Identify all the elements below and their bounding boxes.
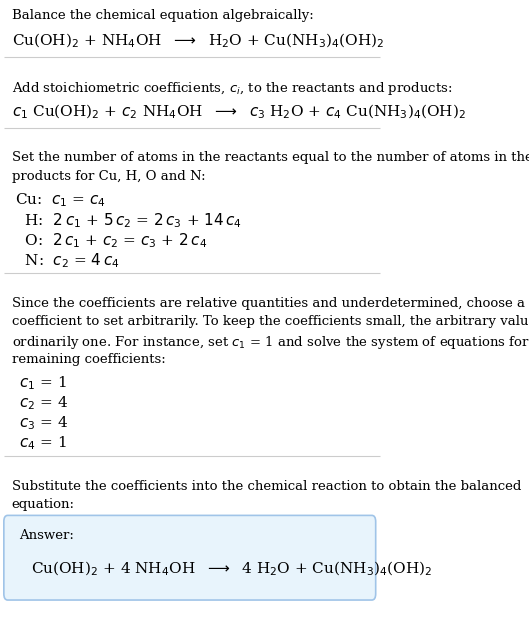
Text: $c_1$ Cu(OH)$_2$ + $c_2$ NH$_4$OH  $\longrightarrow$  $c_3$ H$_2$O + $c_4$ Cu(NH: $c_1$ Cu(OH)$_2$ + $c_2$ NH$_4$OH $\long… [12, 102, 466, 120]
Text: ordinarily one. For instance, set $c_1$ = 1 and solve the system of equations fo: ordinarily one. For instance, set $c_1$ … [12, 334, 529, 351]
Text: N:  $c_2$ = $4\,c_4$: N: $c_2$ = $4\,c_4$ [15, 251, 120, 270]
Text: Answer:: Answer: [19, 529, 74, 542]
Text: Substitute the coefficients into the chemical reaction to obtain the balanced: Substitute the coefficients into the che… [12, 480, 521, 493]
Text: coefficient to set arbitrarily. To keep the coefficients small, the arbitrary va: coefficient to set arbitrarily. To keep … [12, 315, 529, 329]
Text: $c_1$ = 1: $c_1$ = 1 [19, 374, 67, 392]
Text: Balance the chemical equation algebraically:: Balance the chemical equation algebraica… [12, 9, 313, 23]
Text: $c_2$ = 4: $c_2$ = 4 [19, 394, 68, 412]
Text: Since the coefficients are relative quantities and underdetermined, choose a: Since the coefficients are relative quan… [12, 297, 524, 310]
Text: Cu:  $c_1$ = $c_4$: Cu: $c_1$ = $c_4$ [15, 191, 106, 209]
FancyBboxPatch shape [4, 515, 376, 600]
Text: Set the number of atoms in the reactants equal to the number of atoms in the: Set the number of atoms in the reactants… [12, 151, 529, 164]
Text: Cu(OH)$_2$ + 4 NH$_4$OH  $\longrightarrow$  4 H$_2$O + Cu(NH$_3$)$_4$(OH)$_2$: Cu(OH)$_2$ + 4 NH$_4$OH $\longrightarrow… [31, 559, 432, 577]
Text: O:  $2\,c_1$ + $c_2$ = $c_3$ + $2\,c_4$: O: $2\,c_1$ + $c_2$ = $c_3$ + $2\,c_4$ [15, 231, 207, 250]
Text: $c_4$ = 1: $c_4$ = 1 [19, 435, 67, 452]
Text: Cu(OH)$_2$ + NH$_4$OH  $\longrightarrow$  H$_2$O + Cu(NH$_3$)$_4$(OH)$_2$: Cu(OH)$_2$ + NH$_4$OH $\longrightarrow$ … [12, 31, 384, 50]
Text: products for Cu, H, O and N:: products for Cu, H, O and N: [12, 170, 205, 183]
Text: remaining coefficients:: remaining coefficients: [12, 353, 165, 366]
Text: H:  $2\,c_1$ + $5\,c_2$ = $2\,c_3$ + $14\,c_4$: H: $2\,c_1$ + $5\,c_2$ = $2\,c_3$ + $14\… [15, 211, 242, 230]
Text: Add stoichiometric coefficients, $c_i$, to the reactants and products:: Add stoichiometric coefficients, $c_i$, … [12, 80, 452, 97]
Text: $c_3$ = 4: $c_3$ = 4 [19, 414, 68, 432]
Text: equation:: equation: [12, 498, 75, 512]
